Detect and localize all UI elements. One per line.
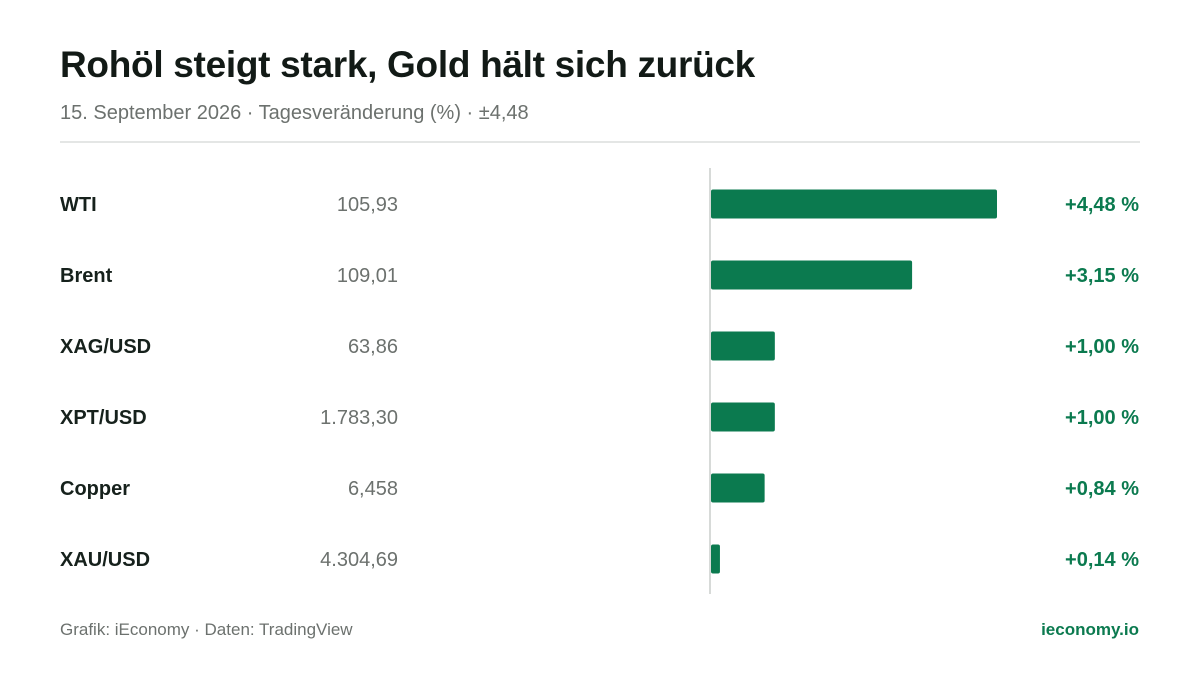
value-label: +0,84 % bbox=[1065, 478, 1139, 500]
bar-row: WTI 105,93 +4,48 % bbox=[60, 189, 1139, 219]
source-credit: Grafik: iEconomy · Daten: TradingView bbox=[60, 620, 353, 639]
price-label: 1.783,30 bbox=[320, 407, 398, 429]
price-label: 6,458 bbox=[348, 478, 398, 500]
price-label: 105,93 bbox=[337, 194, 398, 216]
category-label: XAG/USD bbox=[60, 336, 151, 358]
bar[interactable] bbox=[711, 260, 913, 290]
header-divider bbox=[60, 141, 1140, 143]
price-label: 4.304,69 bbox=[320, 549, 398, 571]
value-label: +4,48 % bbox=[1065, 194, 1139, 216]
bar-row: Brent 109,01 +3,15 % bbox=[60, 260, 1139, 290]
bar[interactable] bbox=[711, 331, 775, 361]
bar[interactable] bbox=[711, 544, 720, 574]
bar[interactable] bbox=[711, 402, 775, 432]
value-label: +1,00 % bbox=[1065, 407, 1139, 429]
bar[interactable] bbox=[711, 473, 765, 503]
bar-row: XAG/USD 63,86 +1,00 % bbox=[60, 331, 1139, 361]
category-label: XPT/USD bbox=[60, 407, 147, 429]
category-label: WTI bbox=[60, 194, 97, 216]
category-label: XAU/USD bbox=[60, 549, 150, 571]
bar-row: XAU/USD 4.304,69 +0,14 % bbox=[60, 544, 1139, 574]
chart-subtitle: 15. September 2026 · Tagesveränderung (%… bbox=[60, 102, 529, 124]
category-label: Copper bbox=[60, 478, 130, 500]
brand-link[interactable]: ieconomy.io bbox=[1041, 620, 1139, 639]
value-label: +1,00 % bbox=[1065, 336, 1139, 358]
price-label: 109,01 bbox=[337, 265, 398, 287]
bar[interactable] bbox=[711, 189, 997, 219]
bar-row: Copper 6,458 +0,84 % bbox=[60, 473, 1139, 503]
price-label: 63,86 bbox=[348, 336, 398, 358]
value-label: +3,15 % bbox=[1065, 265, 1139, 287]
category-label: Brent bbox=[60, 265, 113, 287]
chart-title: Rohöl steigt stark, Gold hält sich zurüc… bbox=[60, 44, 755, 85]
bar-row: XPT/USD 1.783,30 +1,00 % bbox=[60, 402, 1139, 432]
value-label: +0,14 % bbox=[1065, 549, 1139, 571]
